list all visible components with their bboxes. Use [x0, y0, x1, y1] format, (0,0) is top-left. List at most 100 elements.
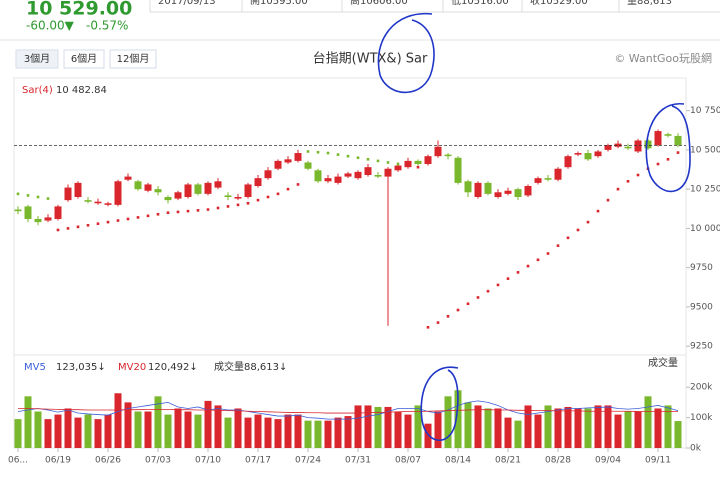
candle-body — [494, 192, 502, 197]
sar-dot — [286, 187, 290, 191]
sar-dot — [16, 192, 20, 196]
volume-bar — [174, 408, 182, 448]
volume-bar — [204, 400, 212, 448]
range-button[interactable] — [63, 49, 105, 69]
volume-bar — [514, 420, 522, 448]
volume-bar — [354, 405, 362, 448]
candle-body — [94, 201, 102, 204]
candle-body — [484, 182, 492, 194]
volume-bar — [604, 405, 612, 448]
sar-dot — [376, 159, 380, 163]
range-button[interactable] — [15, 49, 59, 69]
volume-bar — [224, 417, 232, 448]
x-tick-label: 07/10 — [195, 456, 221, 466]
candle-body — [374, 175, 382, 177]
volume-bar — [564, 406, 572, 448]
volume-bar — [64, 408, 72, 448]
y-tick-label: 100k — [690, 413, 713, 423]
candle-body — [144, 184, 152, 191]
y-tick-label: 10 000 — [690, 224, 720, 234]
y-tick-label: 0k — [690, 444, 702, 454]
volume-bar — [594, 405, 602, 448]
sar-dot — [676, 151, 680, 154]
button-label[interactable]: 6個月 — [71, 52, 97, 65]
x-tick-label: 08/28 — [545, 456, 571, 466]
sar-dot — [366, 158, 370, 161]
annotation-circle — [645, 103, 691, 192]
candle-body — [34, 218, 42, 223]
sar-legend-value: 10 482.84 — [56, 85, 107, 96]
sar-dot — [526, 264, 530, 268]
volume-bar — [124, 402, 132, 448]
candle-body — [414, 160, 422, 165]
volume-title: 成交量 — [648, 356, 678, 369]
candle-body — [474, 182, 482, 197]
sar-dot — [506, 277, 510, 280]
button-label[interactable]: 12個月 — [117, 52, 150, 65]
sar-dot — [46, 197, 50, 200]
sar-dot — [656, 162, 660, 166]
candle-body — [434, 146, 442, 157]
sar-dot — [226, 205, 230, 208]
candle-body — [394, 165, 402, 171]
marks: 10 750 10 500 10 250 10 000 9750 9500 9250 200k… — [8, 106, 720, 465]
strip-value: 收10529.00 — [530, 0, 588, 7]
candle-body — [324, 178, 332, 182]
volume-bar — [574, 408, 582, 448]
volume-bar — [634, 411, 642, 448]
candle-body — [444, 154, 452, 157]
volume-bar — [24, 396, 32, 448]
plot-frame — [13, 77, 687, 449]
sar-dot — [616, 187, 620, 191]
sar-dot — [246, 201, 250, 205]
volume-bar — [374, 406, 382, 448]
volume-bar — [194, 414, 202, 448]
volume-bar — [444, 396, 452, 448]
sar-dot — [546, 252, 550, 255]
candle-body — [644, 140, 652, 149]
volume-bar — [394, 411, 402, 448]
mv5-line — [17, 400, 679, 420]
candle-body — [294, 153, 302, 161]
strip-value: 量88,613 — [627, 0, 672, 7]
volume-bar — [524, 405, 532, 448]
volume-bar — [274, 419, 282, 448]
candle-body — [354, 171, 362, 179]
candle-body — [284, 159, 292, 163]
candle-body — [134, 181, 142, 190]
strip-value: 開10595.00 — [250, 0, 308, 7]
candle-body — [334, 176, 342, 183]
volume-bar — [304, 420, 312, 448]
sar-dot — [266, 195, 270, 199]
volume-bar — [94, 419, 102, 448]
volume-bar — [384, 406, 392, 448]
sar-dot — [606, 198, 610, 202]
sar-dot — [306, 150, 310, 153]
volume-bar — [284, 414, 292, 448]
sar-dot — [356, 156, 360, 160]
candle-body — [364, 167, 372, 176]
candle-body — [554, 168, 562, 180]
candle-body — [154, 189, 162, 193]
volume-bar — [484, 408, 492, 448]
x-tick-label: 08/14 — [445, 456, 471, 466]
sar-dot — [66, 227, 70, 230]
quote-percent: -0.57% — [86, 19, 128, 33]
y-tick-label: 9500 — [690, 302, 713, 312]
candle-body — [664, 134, 672, 136]
sar-dot — [566, 236, 570, 240]
quote-change: -60.00▼ — [26, 19, 75, 33]
volume-bar — [584, 408, 592, 448]
candle-body — [594, 151, 602, 157]
candle-body — [184, 184, 192, 197]
candle-body — [614, 143, 622, 147]
mv20-line — [18, 408, 679, 414]
sar-dot — [186, 209, 190, 213]
candle-body — [454, 157, 462, 183]
candle-body — [514, 189, 522, 197]
volume-bar — [554, 408, 562, 448]
strip-value: 高10606.00 — [350, 0, 408, 7]
range-button[interactable] — [109, 49, 157, 69]
button-label[interactable]: 3個月 — [24, 52, 50, 65]
